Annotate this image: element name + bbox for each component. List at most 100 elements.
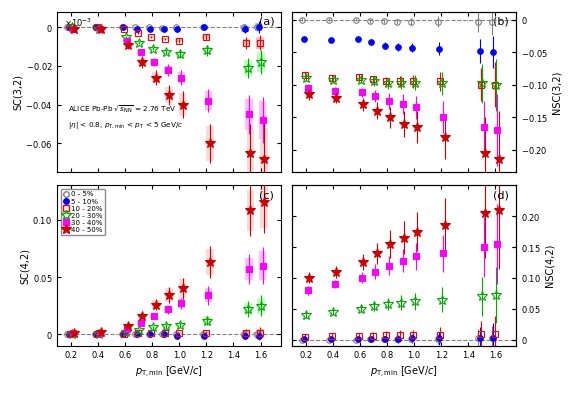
Bar xyxy=(175,39,182,42)
X-axis label: $p_{\mathrm{T,min}}$ [GeV/$c$]: $p_{\mathrm{T,min}}$ [GeV/$c$] xyxy=(370,365,438,380)
Bar xyxy=(253,332,261,337)
Bar xyxy=(242,39,250,47)
Bar xyxy=(95,29,103,30)
Bar xyxy=(125,42,132,48)
Text: (b): (b) xyxy=(493,17,509,27)
Bar xyxy=(240,25,248,29)
Bar xyxy=(152,300,159,309)
Bar xyxy=(133,29,140,30)
Bar xyxy=(163,325,170,328)
Bar xyxy=(206,126,214,161)
Bar xyxy=(137,50,144,54)
Bar xyxy=(172,334,180,335)
Bar xyxy=(257,298,265,314)
Bar xyxy=(246,130,254,176)
Bar xyxy=(174,28,181,30)
Bar xyxy=(179,93,186,116)
Bar xyxy=(241,26,249,32)
Bar xyxy=(245,257,253,281)
Y-axis label: NSC(4,2): NSC(4,2) xyxy=(545,244,555,287)
Bar xyxy=(160,334,167,335)
Bar xyxy=(240,332,248,336)
Bar xyxy=(199,26,207,28)
Bar xyxy=(70,333,78,334)
Legend: 0 - 5%, 5 - 10%, 10 - 20%, 20 - 30%, 30 - 40%, 40 - 50%: 0 - 5%, 5 - 10%, 10 - 20%, 20 - 30%, 30 … xyxy=(61,189,105,235)
Bar xyxy=(145,27,152,28)
Bar xyxy=(148,332,155,334)
Bar xyxy=(260,128,268,190)
Text: $\times10^{-3}$: $\times10^{-3}$ xyxy=(64,190,92,202)
Bar xyxy=(205,288,212,302)
Bar xyxy=(205,91,212,110)
Bar xyxy=(259,101,266,140)
Bar xyxy=(133,334,140,335)
Bar xyxy=(257,52,265,72)
Bar xyxy=(244,303,252,315)
Bar xyxy=(242,330,250,337)
Bar xyxy=(178,299,185,308)
Bar xyxy=(97,331,105,333)
Bar xyxy=(174,334,181,336)
Bar xyxy=(256,329,264,338)
Bar xyxy=(131,334,139,335)
Bar xyxy=(179,279,186,298)
Bar xyxy=(159,28,166,29)
Bar xyxy=(97,28,105,31)
Bar xyxy=(134,32,142,34)
Bar xyxy=(160,28,167,30)
Bar xyxy=(199,333,207,335)
Text: ALICE Pb-Pb $\sqrt{s_{\mathrm{NN}}}$ = 2.76 TeV: ALICE Pb-Pb $\sqrt{s_{\mathrm{NN}}}$ = 2… xyxy=(69,103,177,115)
Bar xyxy=(201,26,208,29)
Bar xyxy=(152,72,159,83)
Text: (d): (d) xyxy=(493,190,509,200)
Bar xyxy=(178,72,185,83)
Bar xyxy=(69,333,77,334)
Text: (a): (a) xyxy=(258,17,274,27)
Bar xyxy=(259,251,266,281)
Text: (c): (c) xyxy=(260,190,274,200)
Text: $\times10^{-3}$: $\times10^{-3}$ xyxy=(64,17,92,29)
Bar xyxy=(135,329,143,331)
Bar xyxy=(96,332,104,334)
Bar xyxy=(119,27,127,28)
Bar xyxy=(203,317,211,324)
Bar xyxy=(119,334,127,335)
Bar xyxy=(70,29,78,30)
Bar xyxy=(176,51,184,57)
Bar xyxy=(202,35,210,39)
Bar xyxy=(135,42,143,44)
Bar xyxy=(203,47,211,54)
Bar xyxy=(175,332,182,334)
Bar xyxy=(138,314,146,318)
Bar xyxy=(131,27,139,28)
Bar xyxy=(253,25,261,29)
Bar xyxy=(202,332,210,335)
Bar xyxy=(172,27,180,28)
Bar xyxy=(122,36,129,38)
Y-axis label: SC(3,2): SC(3,2) xyxy=(13,74,22,110)
Bar xyxy=(149,326,156,329)
Bar xyxy=(134,332,142,334)
Bar xyxy=(161,38,169,40)
Bar xyxy=(120,334,128,335)
Bar xyxy=(244,60,252,75)
Bar xyxy=(256,37,264,49)
Bar xyxy=(159,334,166,335)
Bar xyxy=(150,314,158,318)
Bar xyxy=(161,332,169,334)
Bar xyxy=(146,29,154,30)
Y-axis label: NSC(3,2): NSC(3,2) xyxy=(552,70,562,114)
Bar xyxy=(165,288,173,302)
Bar xyxy=(68,27,75,28)
Bar xyxy=(163,50,170,54)
X-axis label: $p_{\mathrm{T,min}}$ [GeV/$c$]: $p_{\mathrm{T,min}}$ [GeV/$c$] xyxy=(135,365,203,380)
Bar xyxy=(164,306,171,312)
Bar xyxy=(149,47,156,50)
Bar xyxy=(150,59,158,65)
Bar xyxy=(146,334,154,335)
Bar xyxy=(255,24,262,31)
Bar xyxy=(123,39,131,42)
Bar xyxy=(95,334,103,335)
Y-axis label: SC(4,2): SC(4,2) xyxy=(19,248,30,283)
Bar xyxy=(260,177,268,228)
